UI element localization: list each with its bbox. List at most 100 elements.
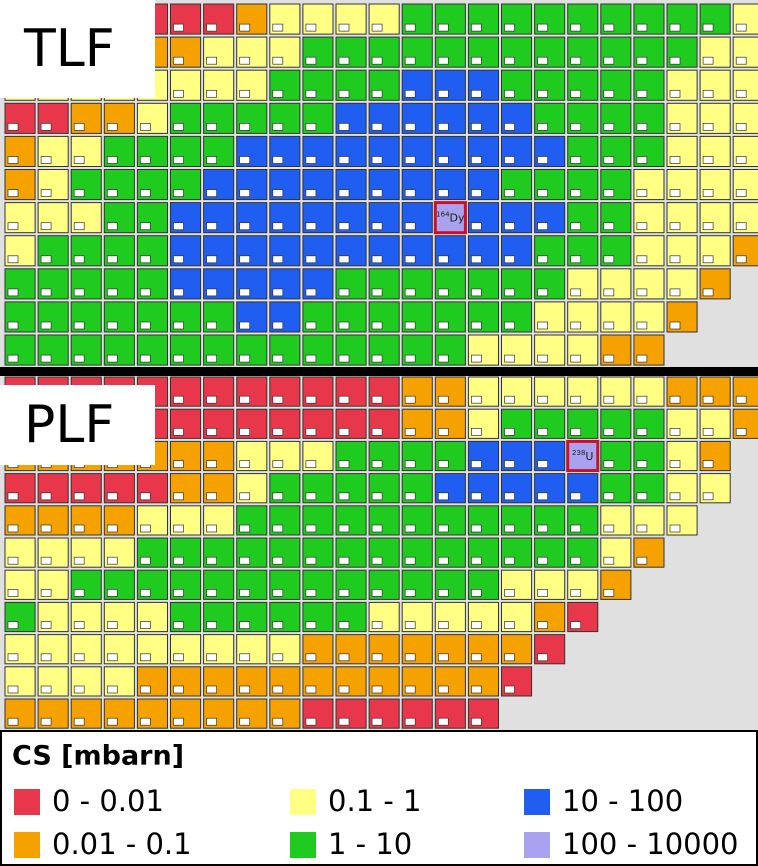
cell-inset [404, 524, 416, 533]
cell-inset [73, 556, 85, 565]
cell-inset [338, 717, 350, 726]
cell [666, 408, 698, 439]
cell-inset [206, 354, 217, 363]
cell-inset [173, 395, 184, 404]
cell-inset [603, 156, 615, 164]
cell-inset [702, 123, 714, 131]
cell-inset [305, 428, 317, 436]
cell-inset [570, 321, 582, 330]
cell-inset [239, 255, 251, 264]
cell [501, 3, 533, 35]
cell-inset [73, 189, 85, 197]
cell-inset [73, 653, 85, 662]
cell-inset [371, 395, 383, 404]
cell-inset [272, 321, 284, 330]
cell-inset [669, 428, 681, 436]
cell-inset [537, 123, 548, 131]
cell-inset [603, 89, 615, 98]
cell-inset [603, 492, 615, 501]
label-box [0, 385, 155, 465]
cell-inset [570, 23, 582, 32]
cell-inset [40, 524, 52, 533]
cell-inset [106, 492, 118, 501]
cell-inset [437, 395, 449, 404]
cell-inset [106, 288, 118, 297]
cell-inset [173, 288, 184, 297]
cell-inset [173, 123, 184, 131]
cell-inset [504, 23, 515, 32]
cell-inset [371, 653, 383, 662]
cell [236, 698, 268, 729]
cell-inset [173, 255, 184, 264]
cell-inset [404, 189, 416, 197]
cell-inset [140, 288, 151, 297]
cell-inset [7, 288, 19, 297]
cell-inset [504, 156, 515, 164]
cell-inset [173, 56, 184, 65]
legend-label: 0.1 - 1 [328, 784, 421, 818]
cell-inset [636, 354, 648, 363]
cell [666, 505, 698, 536]
cell-inset [636, 156, 648, 164]
cell-inset [371, 156, 383, 164]
cell-inset [504, 288, 515, 297]
cell-inset [636, 222, 648, 231]
cell-inset [239, 717, 251, 726]
element-symbol: Dy [450, 212, 465, 225]
cell-inset [636, 23, 648, 32]
cell-inset [669, 460, 681, 468]
cell-inset [7, 222, 19, 231]
cell-inset [371, 222, 383, 231]
cell-inset [371, 460, 383, 468]
cell-inset [338, 288, 350, 297]
cell-inset [669, 288, 681, 297]
cell-inset [173, 156, 184, 164]
cell-inset [173, 354, 184, 363]
cell [136, 268, 168, 300]
cell-inset [537, 621, 548, 629]
cell-inset [471, 189, 482, 197]
cell-inset [206, 589, 217, 597]
cell-inset [636, 321, 648, 330]
cell-inset [173, 492, 184, 501]
cell-inset [702, 156, 714, 164]
cell-inset [603, 255, 615, 264]
cell-inset [305, 255, 317, 264]
cell-inset [570, 56, 582, 65]
cell-inset [735, 89, 747, 98]
cell-inset [40, 288, 52, 297]
cell-inset [206, 156, 217, 164]
cell-inset [7, 717, 19, 726]
cell-inset [239, 589, 251, 597]
cell-inset [371, 492, 383, 501]
cell-inset [272, 589, 284, 597]
cell-inset [206, 395, 217, 404]
cell-inset [173, 189, 184, 197]
cell-inset [735, 123, 747, 131]
cell-inset [206, 321, 217, 330]
cell-inset [140, 222, 151, 231]
legend-label: 10 - 100 [562, 784, 683, 818]
cell [335, 634, 367, 665]
cell-inset [371, 589, 383, 597]
cell-inset [206, 123, 217, 131]
cell-inset [570, 123, 582, 131]
cell-inset [140, 589, 151, 597]
cell-inset [73, 255, 85, 264]
cell [467, 169, 499, 201]
cell-inset [437, 492, 449, 501]
cell-inset [504, 428, 515, 436]
cell-inset [73, 156, 85, 164]
cell-inset [73, 589, 85, 597]
cell [37, 235, 69, 267]
cell-inset [669, 255, 681, 264]
cell-inset [570, 428, 582, 436]
cell-inset [272, 354, 284, 363]
legend-swatch [290, 789, 316, 815]
cell [633, 3, 665, 35]
cell-inset [504, 123, 515, 131]
cell-inset [437, 524, 449, 533]
cell-inset [603, 589, 615, 597]
cell-inset [140, 123, 151, 131]
